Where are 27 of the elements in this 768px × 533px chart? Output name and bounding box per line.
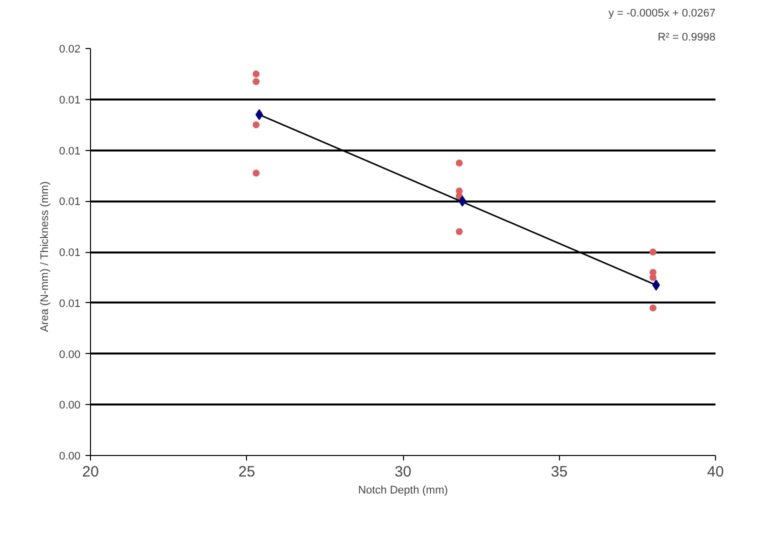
y-axis-title: Area (N-mm) / Thickness (mm) [39,181,52,332]
point [255,109,264,120]
y-tick-label: 0.00 [59,450,81,462]
x-tick-label: 20 [82,464,99,480]
text: R² = 0.9998 [658,32,716,44]
x-tick-label: 35 [550,464,568,480]
point [252,70,260,78]
text: y = -0.0005x + 0.0267 [608,8,716,20]
x-tick-label: 25 [238,464,256,480]
point [650,304,656,312]
y-tick-label: 0.01 [59,145,81,158]
point [252,170,260,177]
y-tick-label: 0.01 [59,94,81,106]
x-axis-title: Notch Depth (mm) [358,484,448,496]
y-tick-label: 0.01 [59,196,81,208]
y-tick-label: 0.00 [59,400,81,412]
y-tick-label: 0.00 [59,348,81,361]
y-tick-label: 0.01 [59,247,81,259]
x-tick-label: 40 [707,464,724,480]
point [650,248,656,256]
x-tick-label: 30 [394,464,412,480]
point [456,159,463,166]
point [252,121,260,128]
point [252,78,260,86]
point [456,228,463,236]
y-tick-label: 0.02 [59,44,81,56]
y-tick-label: 0.01 [59,298,81,310]
